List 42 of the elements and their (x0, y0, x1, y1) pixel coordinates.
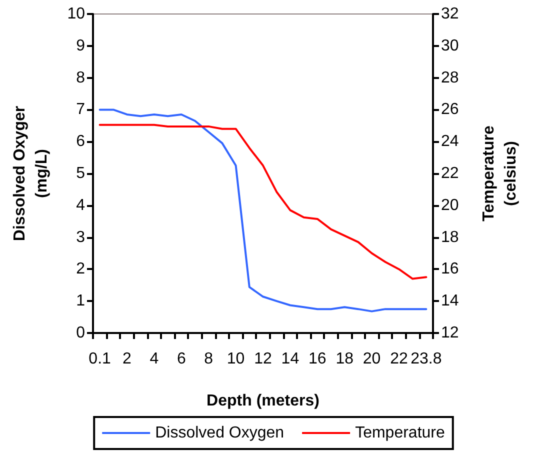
legend-label: Dissolved Oxygen (155, 424, 284, 442)
x-tick-label: 8 (204, 350, 214, 368)
y-tick-label: 3 (76, 228, 86, 246)
y2-tick-label: 14 (441, 292, 459, 310)
x-tick-label: 20 (362, 350, 381, 368)
y-tick-label: 0 (76, 324, 86, 342)
x-tick-label: 0.1 (88, 350, 112, 368)
y2-tick-label: 12 (441, 324, 459, 342)
y2-tick-label: 20 (441, 196, 459, 214)
y-axis-title: Dissolved Oxyger (mg/L) (12, 106, 50, 242)
x-tick-label: 10 (226, 350, 245, 368)
y-tick-label: 4 (76, 196, 86, 214)
y-tick-label: 2 (76, 260, 86, 278)
y2-tick-label: 26 (441, 101, 459, 118)
y2-tick-label: 32 (441, 6, 459, 22)
x-tick-label: 23.8 (410, 350, 442, 368)
y-tick-label: 7 (76, 101, 86, 118)
legend-label: Temperature (355, 424, 445, 442)
y-tick-label: 9 (76, 37, 86, 54)
line-series (98, 108, 428, 312)
x-tick-label: 18 (336, 350, 354, 368)
y2-tick-label: 22 (441, 165, 459, 182)
x-tick-label: 22 (390, 350, 408, 368)
y2-tick-label: 30 (441, 37, 459, 54)
y2-tick-label: 16 (441, 260, 459, 278)
y-tick-label: 5 (76, 165, 86, 182)
y-tick-label: 6 (76, 133, 86, 150)
y-tick-label: 10 (67, 6, 86, 22)
y-tick-label: 1 (76, 292, 86, 310)
y-tick-label: 8 (76, 69, 86, 86)
x-tick-label: 4 (150, 350, 159, 368)
x-axis-title: Depth (meters) (206, 392, 320, 410)
x-tick-label: 2 (122, 350, 132, 368)
x-tick-label: 16 (308, 350, 326, 368)
x-tick-label: 12 (254, 350, 272, 368)
line-series (98, 124, 428, 280)
y2-tick-label: 18 (441, 228, 459, 246)
x-tick-label: 6 (176, 350, 186, 368)
y2-tick-label: 24 (441, 133, 459, 150)
y2-tick-label: 28 (441, 69, 459, 86)
x-tick-label: 14 (281, 350, 300, 368)
y2-axis-title: Temperature (celsius) (480, 126, 520, 222)
